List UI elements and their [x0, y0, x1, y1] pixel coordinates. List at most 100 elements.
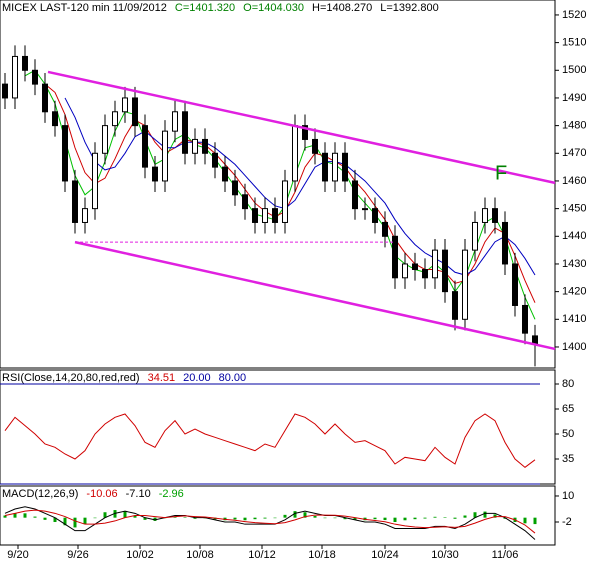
candle-body — [452, 291, 458, 320]
header-value: 80.00 — [219, 372, 247, 384]
histogram-bar — [73, 517, 77, 528]
candle-body — [252, 208, 258, 223]
histogram-bar — [393, 517, 397, 523]
histogram-bar — [53, 517, 57, 523]
histogram-bar — [263, 517, 267, 519]
header-value: -2.96 — [159, 488, 184, 500]
candle-body — [132, 97, 138, 127]
candle-body — [402, 263, 408, 279]
candle-body — [322, 152, 328, 182]
x-tick-label: 10/18 — [308, 549, 336, 561]
histogram-bar — [523, 517, 527, 524]
candle-body — [142, 125, 148, 168]
histogram-bar — [183, 517, 187, 518]
candle-body — [2, 83, 8, 99]
candle-body — [102, 125, 108, 154]
x-tick-label: 9/26 — [67, 549, 88, 561]
candle-body — [232, 180, 238, 196]
x-tick-label: 10/08 — [186, 549, 214, 561]
y-tick-label: 1490 — [562, 92, 586, 104]
histogram-bar — [323, 517, 327, 519]
candle-body — [372, 208, 378, 223]
y-tick-label: 1420 — [562, 286, 586, 298]
candle-body — [292, 125, 298, 182]
rsi-line — [4, 413, 536, 468]
candle-body — [62, 125, 68, 182]
header-value: L=1392.800 — [380, 2, 438, 14]
candle-body — [282, 180, 288, 223]
histogram-bar — [103, 512, 107, 518]
candle-body — [352, 180, 358, 210]
histogram-bar — [3, 515, 7, 518]
histogram-bar — [273, 517, 277, 519]
candle-body — [182, 111, 188, 154]
moving-average — [44, 83, 536, 303]
x-tick-label: 11/06 — [492, 549, 519, 561]
y-tick-label: 65 — [562, 403, 574, 415]
histogram-bar — [143, 517, 147, 520]
candle-body — [262, 208, 268, 223]
histogram-bar — [423, 517, 427, 519]
trend-line — [47, 70, 556, 185]
histogram-bar — [243, 517, 247, 521]
candle-body — [492, 208, 498, 223]
y-tick-label: 35 — [562, 453, 574, 465]
header-value: H=1408.270 — [312, 2, 372, 14]
candle-body — [512, 263, 518, 306]
histogram-bar — [413, 517, 417, 520]
histogram-bar — [493, 514, 497, 518]
histogram-bar — [483, 511, 487, 518]
candle-body — [92, 152, 98, 210]
candle-body — [422, 268, 428, 279]
candle-body — [152, 166, 158, 182]
y-tick-label: 1430 — [562, 258, 586, 270]
candle-body — [462, 249, 468, 320]
histogram-bar — [83, 517, 87, 525]
histogram-bar — [293, 511, 297, 518]
histogram-bar — [473, 512, 477, 518]
candle-body — [22, 55, 28, 71]
panel-title: RSI(Close,14,20,80,red,red) — [2, 372, 140, 384]
histogram-bar — [23, 513, 27, 518]
histogram-bar — [253, 517, 257, 520]
histogram-bar — [303, 512, 307, 518]
candle-body — [272, 208, 278, 223]
histogram-bar — [433, 516, 437, 518]
panel-frame — [0, 0, 556, 369]
histogram-bar — [373, 517, 377, 520]
candle-body — [42, 83, 48, 113]
histogram-bar — [33, 516, 37, 518]
candle-body — [522, 304, 528, 334]
annotation: F — [495, 162, 507, 184]
histogram-bar — [173, 516, 177, 518]
candle-body — [312, 138, 318, 154]
moving-average — [24, 69, 536, 320]
histogram-bar — [383, 517, 387, 521]
candle-body — [412, 263, 418, 270]
trend-line — [74, 240, 556, 351]
histogram-bar — [13, 513, 17, 518]
header-value: 20.00 — [183, 372, 211, 384]
y-tick-label: 1480 — [562, 120, 586, 132]
candle-body — [212, 152, 218, 168]
candle-body — [72, 180, 78, 223]
candle-body — [202, 138, 208, 154]
x-tick-label: 10/30 — [431, 549, 459, 561]
candle-body — [472, 221, 478, 251]
candle-body — [192, 138, 198, 154]
candle-body — [112, 111, 118, 127]
x-tick-label: 9/20 — [7, 549, 28, 561]
y-tick-label: -2 — [562, 516, 572, 528]
y-tick-label: 80 — [562, 378, 574, 390]
y-tick-label: 50 — [562, 428, 574, 440]
macd-line — [4, 509, 536, 534]
candle-body — [172, 111, 178, 132]
candle-body — [222, 166, 228, 182]
histogram-bar — [283, 514, 287, 518]
histogram-bar — [123, 511, 127, 518]
histogram-bar — [333, 517, 337, 519]
histogram-bar — [443, 517, 447, 518]
y-tick-label: 1500 — [562, 64, 586, 76]
histogram-bar — [533, 517, 537, 525]
